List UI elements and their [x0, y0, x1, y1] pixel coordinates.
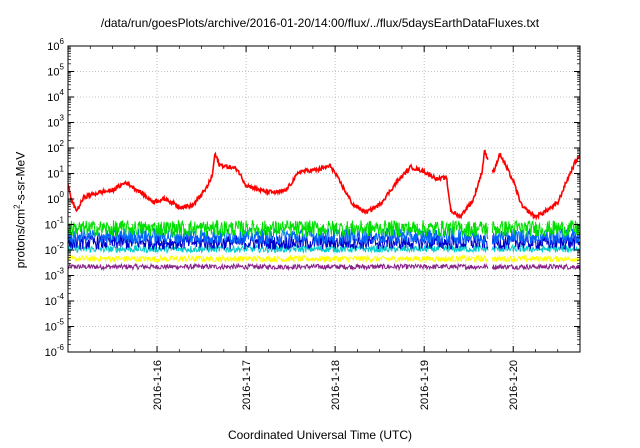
- y-tick-label-base: 10: [47, 169, 59, 181]
- y-tick-label: 102: [47, 139, 64, 155]
- y-tick-label: 10-2: [45, 241, 65, 257]
- y-tick-label-base: 10: [45, 271, 57, 283]
- y-tick-label-base: 10: [47, 92, 59, 104]
- series-line-0: [68, 149, 580, 221]
- series-line-1: [68, 219, 580, 239]
- series-line-6: [68, 262, 580, 272]
- y-label-rest: -s-sr-MeV: [13, 151, 28, 205]
- y-tick-label-exponent: 2: [60, 139, 65, 148]
- x-axis-label: Coordinated Universal Time (UTC): [227, 428, 413, 442]
- x-tick-label: 2016-1-20: [508, 360, 520, 410]
- chart-title: /data/run/goesPlots/archive/2016-01-20/1…: [100, 16, 540, 30]
- y-tick-label-base: 10: [47, 118, 59, 130]
- y-tick-label-exponent: -3: [57, 267, 65, 276]
- y-label-base: protons/cm: [13, 208, 28, 269]
- x-tick-label: 2016-1-17: [241, 360, 253, 410]
- y-tick-label: 104: [47, 88, 64, 104]
- y-tick-label-base: 10: [47, 67, 59, 79]
- y-tick-label: 106: [47, 37, 64, 53]
- y-tick-label-exponent: -1: [57, 216, 65, 225]
- y-tick-label-exponent: 3: [60, 114, 65, 123]
- y-tick-label-base: 10: [45, 296, 57, 308]
- y-tick-label-base: 10: [45, 347, 57, 359]
- y-tick-label-exponent: 1: [60, 165, 65, 174]
- y-tick-label-base: 10: [45, 245, 57, 257]
- y-tick-label: 100: [47, 190, 64, 206]
- y-tick-label-base: 10: [45, 220, 57, 232]
- y-tick-label-base: 10: [47, 194, 59, 206]
- y-tick-label: 101: [47, 165, 64, 181]
- series-line-5: [68, 253, 580, 264]
- y-tick-label-base: 10: [47, 41, 59, 53]
- y-tick-label-exponent: -2: [57, 241, 65, 250]
- y-tick-label-exponent: 0: [60, 190, 65, 199]
- x-tick-label: 2016-1-16: [152, 360, 164, 410]
- y-tick-label: 10-1: [45, 216, 65, 232]
- y-tick-label-exponent: 5: [60, 63, 65, 72]
- y-tick-label-exponent: -5: [57, 318, 65, 327]
- y-tick-label-exponent: 4: [60, 88, 65, 97]
- y-tick-label-exponent: -4: [57, 292, 65, 301]
- y-tick-label: 103: [47, 114, 64, 130]
- y-tick-label: 105: [47, 63, 64, 79]
- y-label-superscript: 2: [12, 204, 22, 209]
- x-tick-label: 2016-1-19: [419, 360, 431, 410]
- y-tick-label: 10-5: [45, 318, 65, 334]
- y-tick-label-base: 10: [47, 143, 59, 155]
- y-tick-label: 10-3: [45, 267, 65, 283]
- x-tick-label: 2016-1-18: [330, 360, 342, 410]
- series-line-4: [68, 243, 580, 255]
- y-axis-label: protons/cm2-s-sr-MeV: [0, 150, 40, 270]
- y-tick-label: 10-4: [45, 292, 65, 308]
- y-tick-label-exponent: 6: [60, 37, 65, 46]
- y-tick-label-base: 10: [45, 322, 57, 334]
- y-tick-label: 10-6: [45, 343, 65, 359]
- y-tick-label-exponent: -6: [57, 343, 65, 352]
